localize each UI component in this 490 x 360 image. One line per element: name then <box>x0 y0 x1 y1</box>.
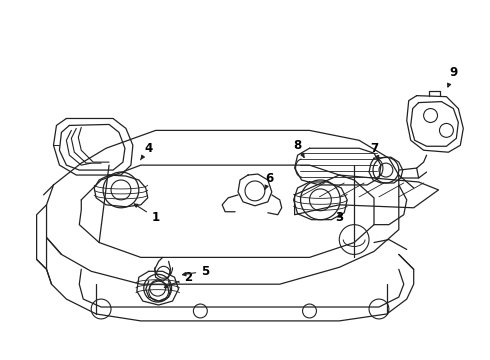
Text: 3: 3 <box>335 211 343 224</box>
Text: 8: 8 <box>294 139 304 157</box>
Text: 4: 4 <box>141 142 153 160</box>
Text: 9: 9 <box>447 66 458 87</box>
Text: 1: 1 <box>134 204 160 224</box>
Text: 5: 5 <box>182 265 209 278</box>
Text: 6: 6 <box>265 171 274 190</box>
Text: 2: 2 <box>164 271 193 288</box>
Text: 7: 7 <box>370 142 379 160</box>
